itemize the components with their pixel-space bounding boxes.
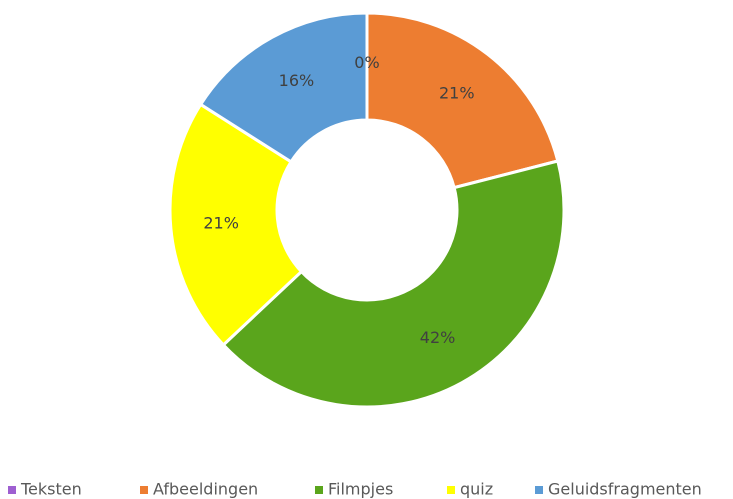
slice (365, 11, 560, 190)
slice (221, 159, 566, 409)
legend-label: Filmpjes (328, 480, 393, 499)
legend-label: quiz (460, 480, 493, 499)
data-label: 16% (279, 71, 315, 90)
legend-swatch (535, 486, 543, 494)
data-label: 42% (420, 328, 456, 347)
data-label: 0% (354, 53, 379, 72)
legend-swatch (140, 486, 148, 494)
legend-swatch (315, 486, 323, 494)
slice (198, 11, 369, 164)
data-label: 21% (439, 84, 475, 103)
legend-swatch (8, 486, 16, 494)
legend-label: Teksten (20, 480, 82, 499)
legend-swatch (447, 486, 455, 494)
legend-label: Afbeeldingen (153, 480, 258, 499)
legend-label: Geluidsfragmenten (548, 480, 702, 499)
data-label: 21% (203, 213, 239, 232)
slice (168, 102, 304, 347)
